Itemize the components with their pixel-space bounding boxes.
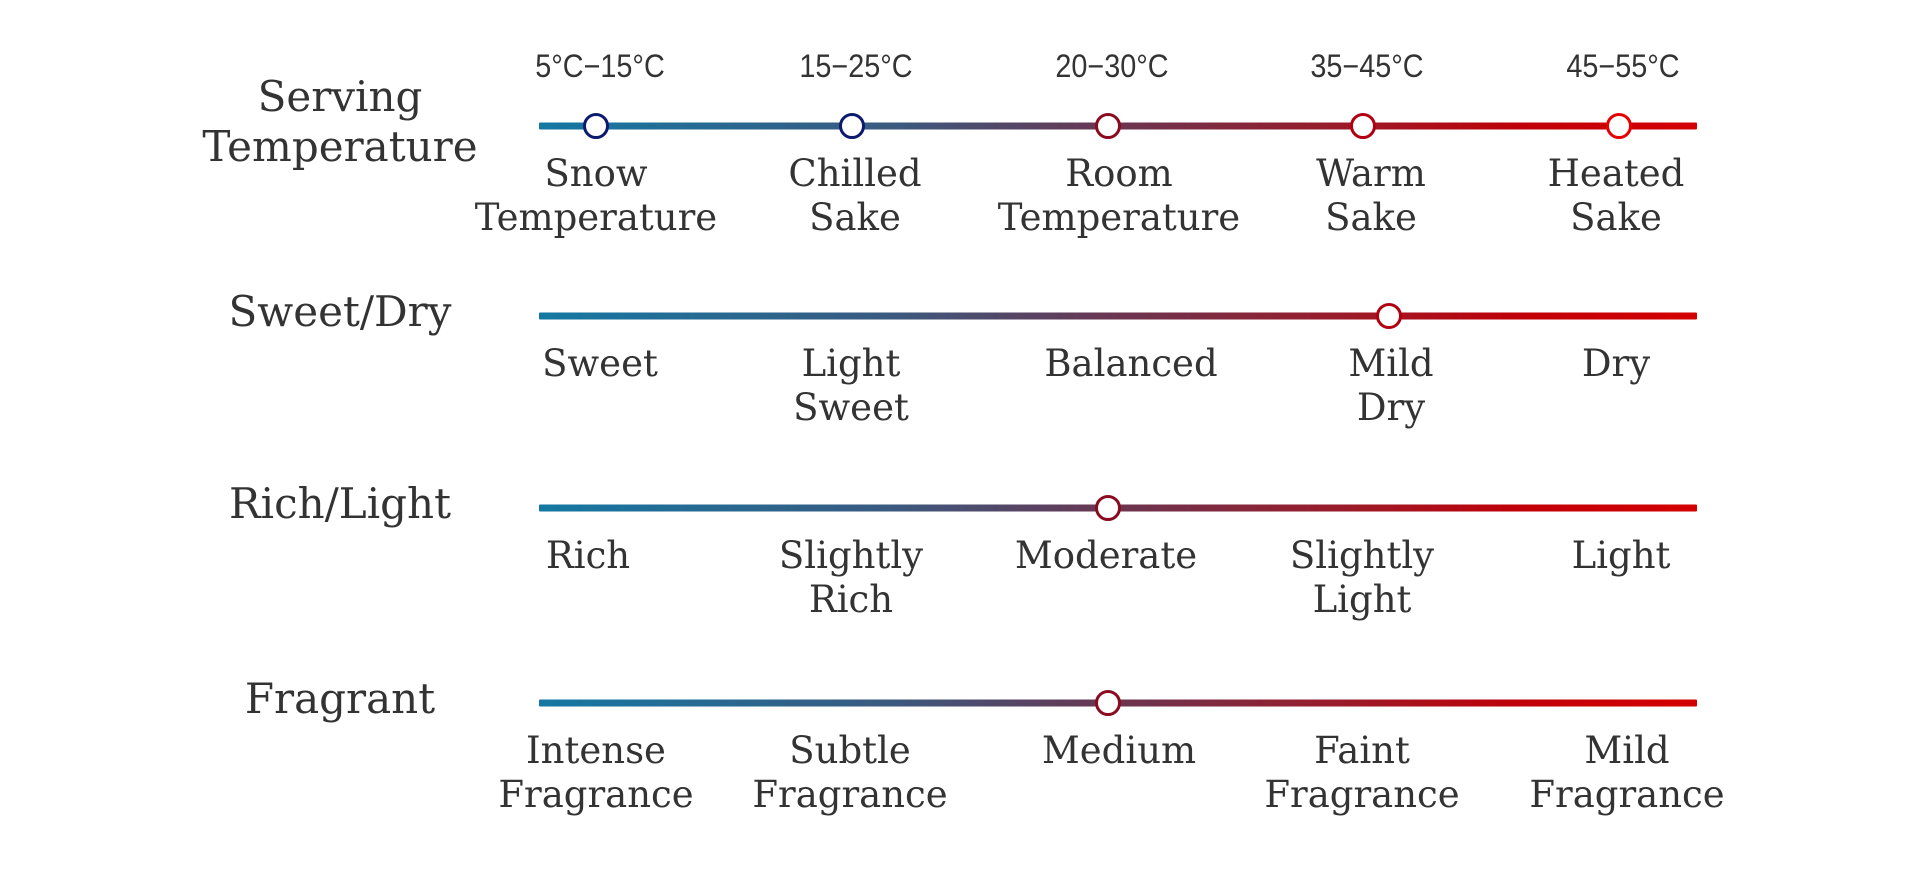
scale-label: Room Temperature <box>998 152 1240 240</box>
scale-label: Light Sweet <box>793 342 909 430</box>
scale-marker <box>1606 113 1632 139</box>
scale-label-line: Fragrance <box>498 773 694 816</box>
scale-label-line: Fragrance <box>1529 773 1725 816</box>
scale-label: Chilled Sake <box>788 152 921 240</box>
row-title: Sweet/Dry <box>190 287 490 337</box>
scale-label-line: Slightly <box>778 534 924 577</box>
scale-marker <box>1375 303 1402 329</box>
scale-label: Snow Temperature <box>475 152 717 240</box>
scale-label: Moderate <box>1015 534 1197 578</box>
scale-label-line: Moderate <box>1014 534 1198 577</box>
scale-label: Warm Sake <box>1316 152 1426 240</box>
scale-label-line: Rich <box>808 578 894 621</box>
scale-label-line: Subtle <box>789 729 911 772</box>
scale-marker <box>583 113 609 139</box>
scale-label: Mild Fragrance <box>1529 729 1724 817</box>
scale-label-line: Temperature <box>474 196 718 239</box>
scale-marker <box>1094 495 1121 521</box>
scale-label: Heated Sake <box>1548 152 1685 240</box>
scale-label-line: Sake <box>1570 196 1662 239</box>
scale-bar <box>539 312 1697 320</box>
scale-label: Balanced <box>1044 342 1217 386</box>
scale-label-line: Heated <box>1547 152 1685 195</box>
row-title: Rich/Light <box>190 479 490 529</box>
row-title: Fragrant <box>190 674 490 724</box>
temperature-range-label: 5°C−15°C <box>535 48 665 84</box>
temperature-range-label: 35−45°C <box>1310 48 1424 84</box>
scale-label: Intense Fragrance <box>498 729 693 817</box>
row-title-line: Serving <box>257 72 423 121</box>
scale-label-line: Mild <box>1348 342 1434 385</box>
scale-label-line: Fragrance <box>1264 773 1460 816</box>
scale-label-line: Light <box>1312 578 1412 621</box>
scale-label: Subtle Fragrance <box>752 729 947 817</box>
temperature-range-label: 45−55°C <box>1566 48 1680 84</box>
scale-label-line: Intense <box>526 729 666 772</box>
scale-label-line: Warm <box>1316 152 1426 195</box>
row-title-line: Temperature <box>202 122 478 171</box>
row-title: Serving Temperature <box>190 72 490 172</box>
scale-label: Dry <box>1582 342 1650 386</box>
scale-marker <box>1094 113 1121 139</box>
scale-marker <box>1094 690 1121 716</box>
scale-label: Rich <box>546 534 630 578</box>
scale-label: Faint Fragrance <box>1264 729 1459 817</box>
scale-label-line: Faint <box>1314 729 1410 772</box>
scale-label: Light <box>1572 534 1671 578</box>
scale-label-line: Rich <box>545 534 631 577</box>
scale-label-line: Sake <box>1325 196 1417 239</box>
row-title-line: Fragrant <box>244 674 436 723</box>
scale-label: Mild Dry <box>1348 342 1433 430</box>
scale-label-line: Fragrance <box>752 773 948 816</box>
scale-label-line: Sake <box>809 196 901 239</box>
scale-label: Slightly Rich <box>779 534 923 622</box>
scale-marker <box>838 113 865 139</box>
scale-label-line: Sweet <box>542 342 658 385</box>
scale-label-line: Room <box>1065 152 1173 195</box>
scale-label: Sweet <box>542 342 658 386</box>
scale-label-line: Snow <box>544 152 648 195</box>
scale-label: Medium <box>1042 729 1196 773</box>
temperature-range-label: 20−30°C <box>1054 48 1169 84</box>
scale-label-line: Mild <box>1584 729 1670 772</box>
scale-label-line: Light <box>801 342 901 385</box>
scale-label-line: Sweet <box>793 386 909 429</box>
scale-label: Slightly Light <box>1290 534 1434 622</box>
scale-label-line: Chilled <box>788 152 922 195</box>
row-title-line: Sweet/Dry <box>228 287 452 336</box>
scale-label-line: Temperature <box>997 196 1241 239</box>
scale-label-line: Light <box>1571 534 1671 577</box>
scale-label-line: Medium <box>1041 729 1197 772</box>
scale-marker <box>1350 113 1377 139</box>
scale-label-line: Balanced <box>1044 342 1218 385</box>
scale-label-line: Slightly <box>1289 534 1435 577</box>
scale-label-line: Dry <box>1356 386 1426 429</box>
temperature-range-label: 15−25°C <box>799 48 913 84</box>
scale-label-line: Dry <box>1581 342 1651 385</box>
row-title-line: Rich/Light <box>229 479 451 528</box>
